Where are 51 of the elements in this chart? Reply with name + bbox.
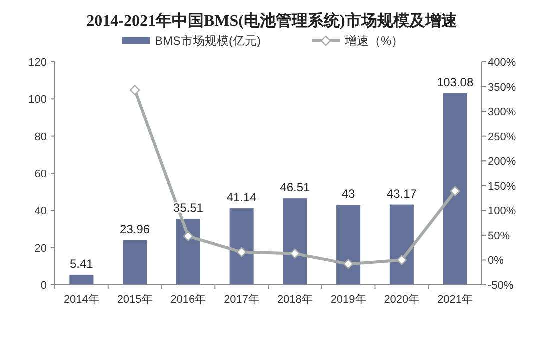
x-tick-label: 2019年 (330, 294, 366, 306)
legend-label: 增速（%） (344, 34, 404, 48)
bar (283, 198, 308, 285)
y-tick-label: 20 (34, 242, 47, 255)
bar (123, 240, 148, 285)
y2-tick-label: 50% (488, 230, 510, 242)
bar (336, 205, 361, 285)
point (290, 248, 300, 259)
point (236, 247, 247, 258)
y-tick-label: 40 (34, 206, 47, 218)
x-tick-label: 2016年 (170, 294, 206, 306)
y-tick-label: 120 (28, 57, 47, 69)
y-tick-label: 60 (34, 168, 47, 180)
bar (176, 219, 200, 285)
chart-title: 2014-2021年中国BMS(电池管理系统)市场规模及增速 (86, 12, 458, 30)
y2-tick-label: 150% (488, 180, 516, 193)
y2-tick-label: -50% (488, 280, 514, 292)
data-label: 23.96 (120, 222, 150, 236)
point (396, 255, 408, 266)
x-tick-label: 2014年 (64, 294, 100, 306)
y2-tick-label: 250% (488, 131, 516, 144)
x-tick-label: 2017年 (224, 294, 260, 306)
y-tick-label: 100 (28, 94, 47, 106)
y2-tick-label: 350% (488, 82, 516, 94)
y2-tick-label: 100% (488, 206, 516, 218)
data-label: 41.14 (226, 190, 258, 205)
point (183, 231, 194, 242)
x-tick-label: 2021年 (438, 294, 474, 306)
x-tick-label: 2018年 (277, 294, 313, 306)
y2-tick-label: 200% (488, 156, 516, 168)
data-label: 46.51 (280, 180, 311, 195)
bar (390, 204, 414, 285)
bar (443, 93, 468, 285)
x-tick-label: 2015年 (117, 294, 153, 306)
x-tick-label: 2020年 (384, 294, 420, 306)
y2-tick-label: 0% (488, 255, 504, 268)
y2-tick-label: 300% (488, 106, 516, 119)
data-label: 35.51 (173, 201, 204, 216)
data-label: 43.17 (386, 186, 418, 201)
point (130, 85, 140, 96)
data-label: 43 (342, 187, 356, 202)
point (450, 186, 460, 196)
legend-label: BMS市场规模(亿元) (155, 34, 261, 48)
y-tick-label: 0 (40, 280, 47, 292)
point (343, 259, 354, 270)
data-label: 103.08 (436, 75, 474, 90)
bar (70, 274, 94, 285)
y2-tick-label: 400% (488, 57, 516, 69)
bar (230, 208, 254, 285)
y-tick-label: 80 (34, 131, 47, 144)
data-label: 5.41 (70, 256, 94, 271)
